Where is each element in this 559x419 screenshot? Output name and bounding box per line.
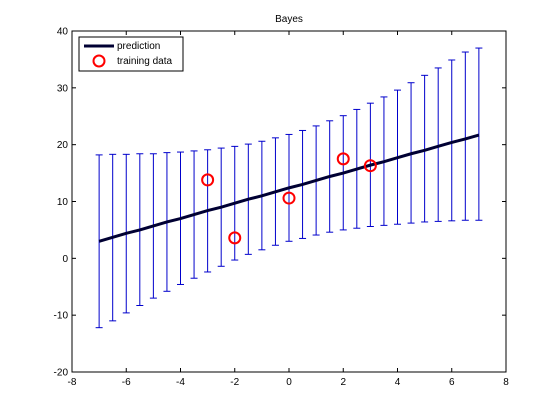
x-tick-label: 8 xyxy=(503,377,509,388)
legend: prediction training data xyxy=(79,37,183,71)
y-tick-label: 20 xyxy=(57,140,69,151)
y-tick-label: -20 xyxy=(54,368,69,379)
y-tick-label: 10 xyxy=(57,197,69,208)
x-tick-label: 4 xyxy=(395,377,401,388)
y-tick-label: -10 xyxy=(54,311,69,322)
y-tick-label: 40 xyxy=(57,27,69,38)
x-tick-label: -4 xyxy=(176,377,185,388)
chart-title: Bayes xyxy=(275,14,303,25)
x-tick-label: 6 xyxy=(449,377,455,388)
x-tick-label: 2 xyxy=(340,377,346,388)
y-tick-label: 30 xyxy=(57,83,69,94)
x-tick-label: -8 xyxy=(68,377,77,388)
x-tick-label: -6 xyxy=(122,377,131,388)
x-tick-label: 0 xyxy=(286,377,292,388)
legend-prediction-label: prediction xyxy=(117,41,160,52)
x-axis: -8 -6 -4 -2 0 2 4 6 8 xyxy=(68,31,510,388)
y-tick-label: 0 xyxy=(62,254,68,265)
legend-training-label: training data xyxy=(117,56,172,67)
x-tick-label: -2 xyxy=(230,377,239,388)
